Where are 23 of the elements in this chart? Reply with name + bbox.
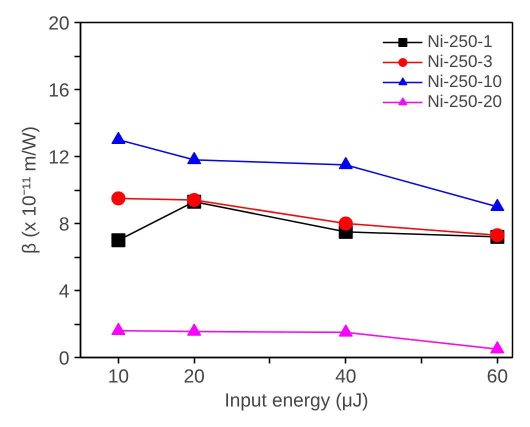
y-tick-label: 0 <box>58 348 70 370</box>
y-tick-label: 16 <box>48 80 70 102</box>
point <box>338 216 353 230</box>
x-tick-label: 20 <box>184 366 205 388</box>
point <box>111 233 126 248</box>
y-axis-title: β (x 10⁻¹¹ m/W) <box>19 126 40 254</box>
point <box>490 341 504 354</box>
legend-label: Ni-250-10 <box>427 72 502 92</box>
x-tick-label: 10 <box>108 366 129 388</box>
point <box>111 191 126 206</box>
y-tick-label: 12 <box>48 148 70 168</box>
point <box>338 324 353 337</box>
x-axis-title: Input energy (μJ) <box>224 390 369 412</box>
x-tick-label: 60 <box>486 366 508 388</box>
legend-label: Ni-250-3 <box>427 52 493 72</box>
x-tick-label: 40 <box>335 366 356 388</box>
y-tick-label: 4 <box>58 282 70 302</box>
y-tick-label: 20 <box>48 14 70 34</box>
legend-label: Ni-250-1 <box>427 32 493 52</box>
point <box>187 324 202 336</box>
legend-label: Ni-250-20 <box>427 92 502 112</box>
point <box>111 322 126 335</box>
y-tick-label: 8 <box>58 214 70 236</box>
